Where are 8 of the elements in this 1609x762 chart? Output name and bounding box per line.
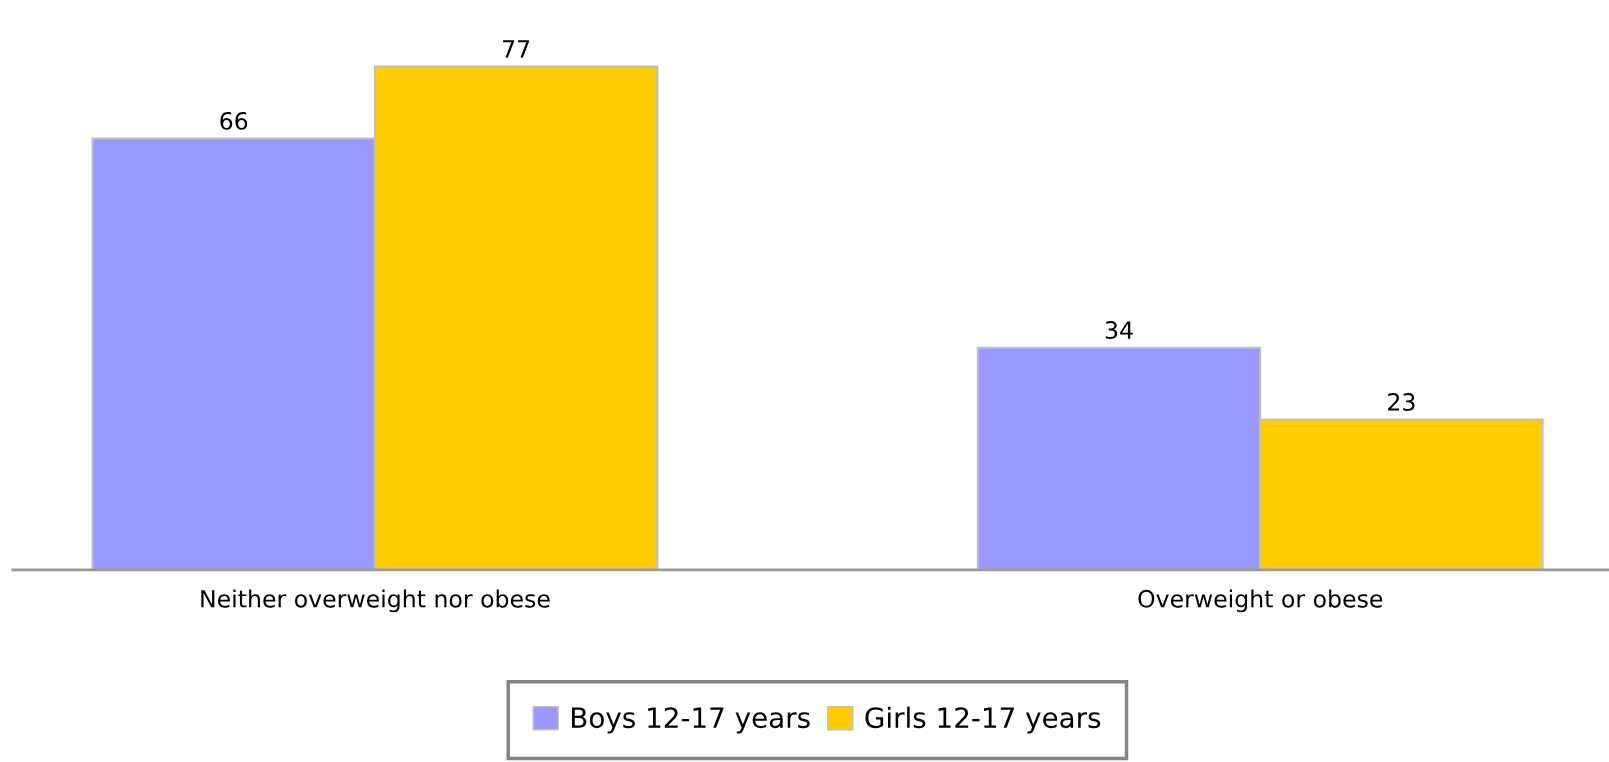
data-label: 77 xyxy=(503,40,530,58)
data-label: 34 xyxy=(1105,321,1133,339)
data-label: 66 xyxy=(220,111,248,130)
x-tick-label: Neither overweight nor obese xyxy=(201,589,550,613)
legend-label: Girls 12-17 years xyxy=(865,706,1101,734)
x-tick-label: Overweight or obese xyxy=(1138,589,1383,613)
data-label: 23 xyxy=(1388,393,1415,411)
legend-label: Boys 12-17 years xyxy=(572,707,810,734)
